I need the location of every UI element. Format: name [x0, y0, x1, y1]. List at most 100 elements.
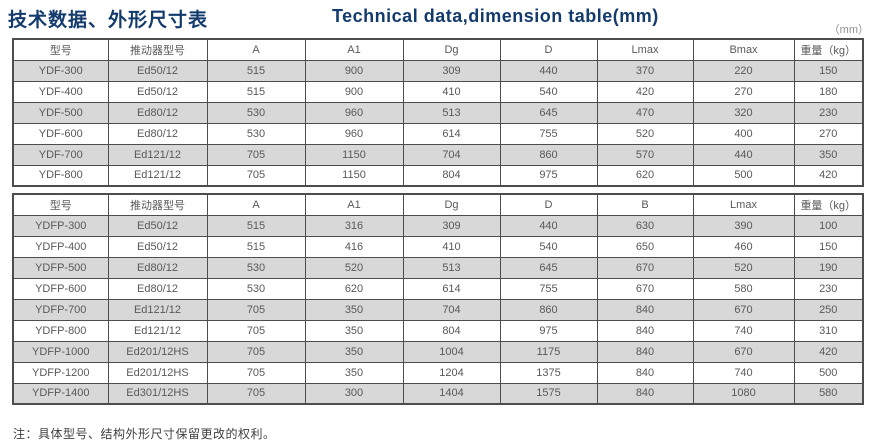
table-cell: Ed50/12 — [107, 235, 208, 258]
table-cell: 220 — [692, 59, 795, 82]
column-header: Lmax — [596, 38, 694, 61]
table-row: YDF-600 Ed80/12 530 960 614 755 520 400 270 — [12, 122, 864, 145]
table-cell: 350 — [304, 319, 404, 342]
table-cell: 420 — [793, 164, 864, 187]
table-cell: 515 — [206, 59, 306, 82]
table-cell: Ed80/12 — [107, 256, 208, 279]
table-cell: Ed201/12HS — [107, 340, 208, 363]
table-cell: 960 — [304, 101, 404, 124]
table-cell: Ed121/12 — [107, 319, 208, 342]
table-cell: Ed80/12 — [107, 122, 208, 145]
table-cell: 310 — [793, 319, 864, 342]
table-row: YDFP-500 Ed80/12 530 520 513 645 670 520 190 — [12, 256, 864, 279]
table-cell: YDFP-1400 — [12, 382, 109, 405]
table-cell: Ed301/12HS — [107, 382, 208, 405]
table-cell: Ed50/12 — [107, 59, 208, 82]
table-cell: 670 — [596, 256, 694, 279]
table-row: YDFP-1400 Ed301/12HS 705 300 1404 1575 840 1080… — [12, 382, 864, 405]
table-cell: 580 — [793, 382, 864, 405]
table-cell: 515 — [206, 235, 306, 258]
table-cell: YDFP-700 — [12, 298, 109, 321]
table-cell: YDF-600 — [12, 122, 109, 145]
table-cell: 420 — [793, 340, 864, 363]
table-row: YDFP-1200 Ed201/12HS 705 350 1204 1375 840 740 5… — [12, 361, 864, 384]
table-cell: 1004 — [402, 340, 501, 363]
table-cell: 804 — [402, 164, 501, 187]
table-cell: 530 — [206, 101, 306, 124]
table-row: YDFP-1000 Ed201/12HS 705 350 1004 1175 840 670 4… — [12, 340, 864, 363]
table-cell: 705 — [206, 382, 306, 405]
table-cell: 1150 — [304, 164, 404, 187]
table-cell: 620 — [596, 164, 694, 187]
table-row: YDFP-300 Ed50/12 515 316 309 440 630 390 100 — [12, 214, 864, 237]
table-cell: YDFP-300 — [12, 214, 109, 237]
table-cell: 309 — [402, 214, 501, 237]
table-cell: 705 — [206, 340, 306, 363]
table-cell: 755 — [499, 277, 598, 300]
table-row: YDFP-800 Ed121/12 705 350 804 975 840 740 310 — [12, 319, 864, 342]
table-cell: 300 — [304, 382, 404, 405]
column-header: A1 — [304, 193, 404, 216]
table-cell: 440 — [499, 59, 598, 82]
table-cell: 900 — [304, 59, 404, 82]
table-cell: Ed121/12 — [107, 164, 208, 187]
column-header: A1 — [304, 38, 404, 61]
table-cell: 740 — [692, 361, 795, 384]
table-cell: 840 — [596, 361, 694, 384]
table-cell: Ed50/12 — [107, 214, 208, 237]
table-cell: 460 — [692, 235, 795, 258]
column-header: 重量（kg） — [793, 193, 864, 216]
table-cell: 840 — [596, 319, 694, 342]
table-cell: YDFP-400 — [12, 235, 109, 258]
table-cell: 1404 — [402, 382, 501, 405]
table-cell: 390 — [692, 214, 795, 237]
ydfp-dimension-table: 型号 推动器型号 A A1 Dg D B Lmax 重量（kg） YDFP-300 Ed50/12… — [12, 193, 864, 405]
table-cell: 420 — [596, 80, 694, 103]
table-cell: Ed80/12 — [107, 101, 208, 124]
table-cell: 960 — [304, 122, 404, 145]
table-cell: YDFP-500 — [12, 256, 109, 279]
table-cell: 704 — [402, 298, 501, 321]
table-cell: YDFP-800 — [12, 319, 109, 342]
table-cell: 755 — [499, 122, 598, 145]
table-cell: 630 — [596, 214, 694, 237]
table-cell: 350 — [793, 143, 864, 166]
table-cell: 513 — [402, 256, 501, 279]
table-cell: 580 — [692, 277, 795, 300]
table-row: YDF-300 Ed50/12 515 900 309 440 370 220 150 — [12, 59, 864, 82]
column-header: Lmax — [692, 193, 795, 216]
ydf-dimension-table: 型号 推动器型号 A A1 Dg D Lmax Bmax 重量（kg） YDF-300 Ed50/… — [12, 38, 864, 187]
table-cell: 614 — [402, 277, 501, 300]
table-cell: 645 — [499, 256, 598, 279]
table-cell: 500 — [793, 361, 864, 384]
table-cell: 860 — [499, 298, 598, 321]
column-header: D — [499, 38, 598, 61]
table-cell: YDFP-600 — [12, 277, 109, 300]
table-cell: 350 — [304, 298, 404, 321]
table-cell: 316 — [304, 214, 404, 237]
table-cell: YDF-300 — [12, 59, 109, 82]
table-cell: 975 — [499, 164, 598, 187]
table-cell: 440 — [499, 214, 598, 237]
table-cell: 520 — [596, 122, 694, 145]
table-row: YDFP-700 Ed121/12 705 350 704 860 840 670 250 — [12, 298, 864, 321]
table-cell: Ed121/12 — [107, 298, 208, 321]
table-cell: 614 — [402, 122, 501, 145]
table-cell: 230 — [793, 277, 864, 300]
table-cell: 1204 — [402, 361, 501, 384]
column-header: A — [206, 38, 306, 61]
table-cell: 513 — [402, 101, 501, 124]
unit-note: （mm） — [828, 24, 869, 36]
table-row: YDF-400 Ed50/12 515 900 410 540 420 270 180 — [12, 80, 864, 103]
column-header: 型号 — [12, 193, 109, 216]
table-cell: 540 — [499, 235, 598, 258]
table-cell: 400 — [692, 122, 795, 145]
table-cell: 520 — [692, 256, 795, 279]
table-cell: 1150 — [304, 143, 404, 166]
table-cell: 190 — [793, 256, 864, 279]
table-cell: 500 — [692, 164, 795, 187]
table-cell: 705 — [206, 143, 306, 166]
table-cell: 350 — [304, 361, 404, 384]
column-header: 推动器型号 — [107, 38, 208, 61]
table-cell: 416 — [304, 235, 404, 258]
